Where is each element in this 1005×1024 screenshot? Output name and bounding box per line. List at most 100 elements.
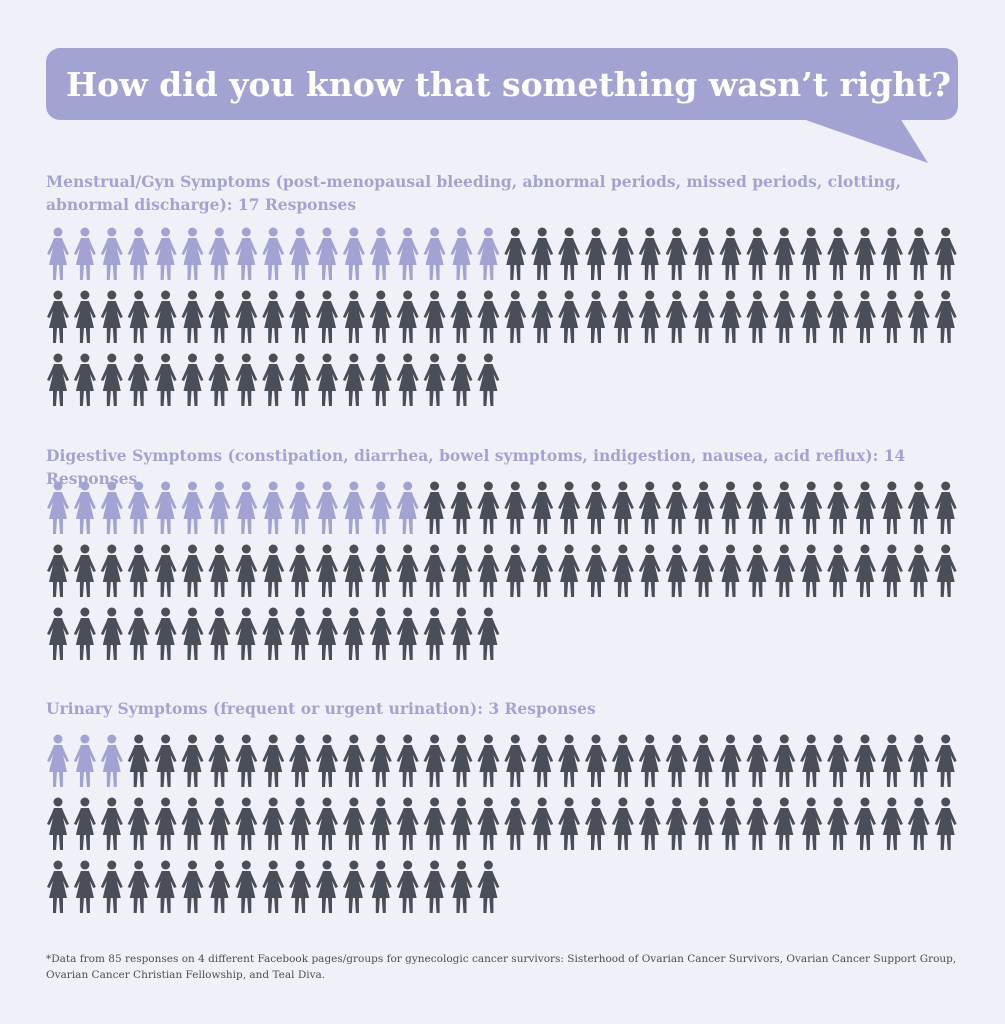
person-icon xyxy=(396,860,419,913)
person-icon xyxy=(369,860,392,913)
person-icon xyxy=(396,797,419,850)
person-icon xyxy=(127,607,150,660)
person-icon xyxy=(316,290,338,343)
person-icon xyxy=(880,797,903,850)
person-icon xyxy=(316,353,338,406)
person-icon xyxy=(531,734,554,787)
person-icon-highlighted xyxy=(342,227,365,280)
person-icon-highlighted xyxy=(73,227,96,280)
person-icon xyxy=(289,797,312,850)
person-icon-highlighted xyxy=(100,227,123,280)
person-icon xyxy=(154,544,177,597)
person-icon xyxy=(423,797,446,850)
person-icon-highlighted xyxy=(423,227,446,280)
person-icon xyxy=(611,290,634,343)
person-icon xyxy=(746,227,769,280)
menstrual-pictogram xyxy=(47,227,957,406)
person-icon xyxy=(504,734,527,787)
person-icon xyxy=(369,353,392,406)
person-icon xyxy=(181,860,204,913)
person-icon xyxy=(800,227,823,280)
person-icon xyxy=(154,607,177,660)
person-icon xyxy=(854,544,876,597)
person-icon xyxy=(181,544,204,597)
person-icon xyxy=(746,544,769,597)
title-speech-bubble: How did you know that something wasn’t r… xyxy=(46,48,958,120)
person-icon xyxy=(369,544,392,597)
person-icon xyxy=(558,734,581,787)
footnote: *Data from 85 responses on 4 different F… xyxy=(46,953,957,981)
person-icon xyxy=(827,734,850,787)
person-icon xyxy=(692,544,715,597)
menstrual-section-label: Menstrual/Gyn Symptoms (post-menopausal … xyxy=(46,172,902,214)
person-icon xyxy=(504,544,527,597)
person-icon xyxy=(342,290,365,343)
person-icon xyxy=(558,797,581,850)
person-icon xyxy=(127,860,150,913)
person-icon xyxy=(73,860,96,913)
person-icon xyxy=(47,797,69,850)
person-icon xyxy=(504,481,527,534)
person-icon xyxy=(369,290,392,343)
person-icon xyxy=(907,227,930,280)
person-icon xyxy=(827,544,850,597)
person-icon xyxy=(477,797,500,850)
person-icon xyxy=(73,607,96,660)
person-icon xyxy=(585,797,607,850)
person-icon xyxy=(800,734,823,787)
speech-bubble-tail xyxy=(800,118,928,163)
person-icon xyxy=(262,353,285,406)
person-icon xyxy=(800,481,823,534)
person-icon xyxy=(262,607,285,660)
person-icon xyxy=(423,544,446,597)
person-icon xyxy=(558,227,581,280)
person-icon xyxy=(396,607,419,660)
person-icon xyxy=(531,290,554,343)
person-icon xyxy=(907,734,930,787)
person-icon xyxy=(396,353,419,406)
person-icon-highlighted xyxy=(47,227,69,280)
person-icon xyxy=(289,544,312,597)
person-icon-highlighted xyxy=(100,734,123,787)
person-icon xyxy=(827,227,850,280)
person-icon xyxy=(773,544,796,597)
person-icon xyxy=(73,544,96,597)
person-icon xyxy=(638,227,661,280)
person-icon-highlighted xyxy=(181,227,204,280)
person-icon xyxy=(800,797,823,850)
digestive-pictogram xyxy=(47,481,957,660)
person-icon xyxy=(208,290,231,343)
person-icon-highlighted xyxy=(208,481,231,534)
person-icon xyxy=(181,734,204,787)
person-icon xyxy=(665,481,688,534)
urinary-section-label: Urinary Symptoms (frequent or urgent uri… xyxy=(46,699,596,718)
person-icon xyxy=(719,734,742,787)
person-icon xyxy=(289,290,312,343)
person-icon xyxy=(746,734,769,787)
person-icon xyxy=(316,797,338,850)
person-icon xyxy=(73,353,96,406)
person-icon xyxy=(773,734,796,787)
person-icon xyxy=(477,734,500,787)
person-icon xyxy=(450,860,473,913)
person-icon-highlighted xyxy=(369,481,392,534)
person-icon-highlighted xyxy=(262,481,285,534)
person-icon xyxy=(854,797,876,850)
person-icon xyxy=(773,797,796,850)
person-icon xyxy=(235,544,258,597)
person-icon-highlighted xyxy=(342,481,365,534)
person-icon xyxy=(665,734,688,787)
person-icon xyxy=(692,290,715,343)
person-icon xyxy=(208,607,231,660)
person-icon xyxy=(342,353,365,406)
person-icon xyxy=(665,290,688,343)
person-icon-highlighted xyxy=(396,481,419,534)
person-icon xyxy=(907,290,930,343)
person-icon xyxy=(585,227,607,280)
person-icon xyxy=(289,607,312,660)
person-icon xyxy=(181,607,204,660)
person-icon xyxy=(450,544,473,597)
person-icon xyxy=(127,797,150,850)
person-icon-highlighted xyxy=(100,481,123,534)
person-icon-highlighted xyxy=(316,227,338,280)
